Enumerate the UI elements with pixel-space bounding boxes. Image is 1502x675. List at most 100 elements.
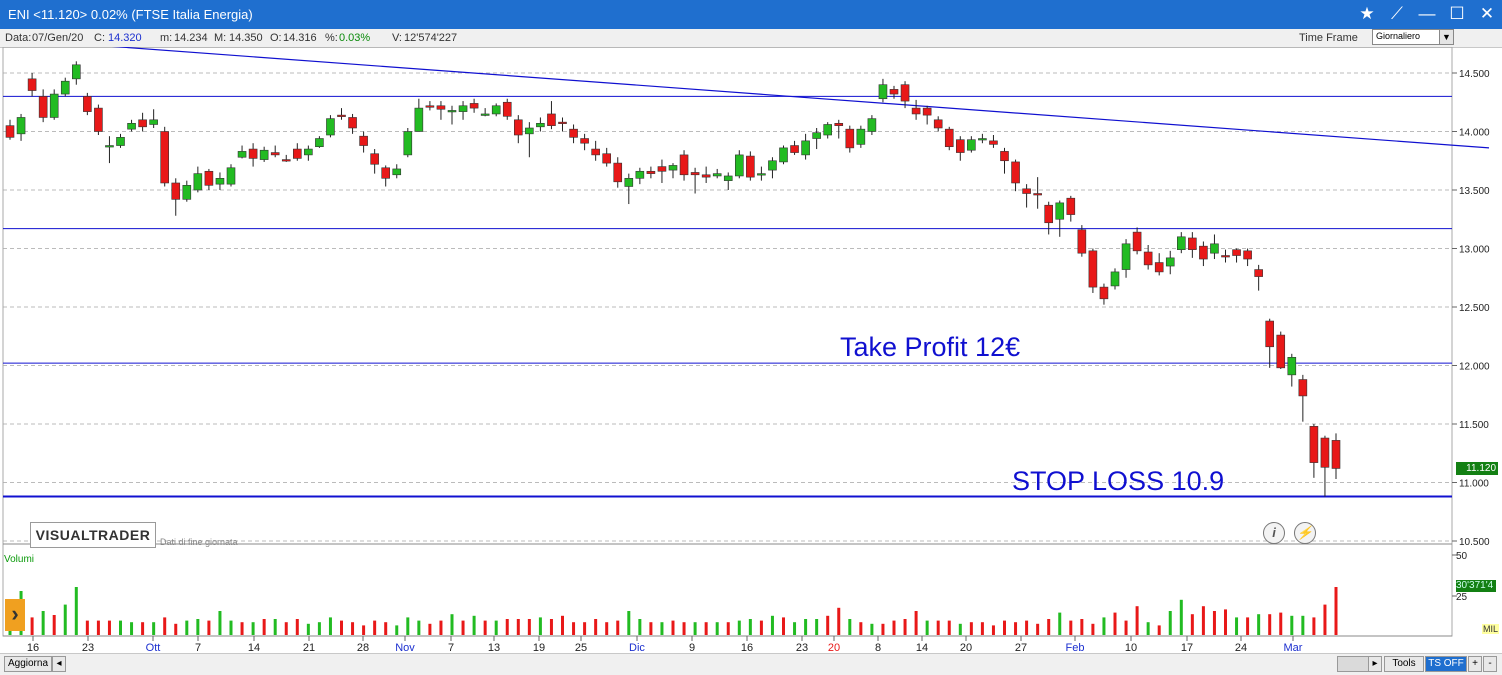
candle-body bbox=[701, 174, 711, 178]
title-bar: ENI <11.120> 0.02% (FTSE Italia Energia)… bbox=[0, 0, 1502, 29]
candle bbox=[768, 157, 777, 179]
scrollbar-thumb[interactable] bbox=[1337, 656, 1369, 672]
candle bbox=[1110, 268, 1120, 290]
candle bbox=[1143, 244, 1153, 270]
visualtrader-logo: VISUALTRADER bbox=[30, 522, 156, 548]
candle bbox=[1221, 249, 1230, 263]
candle-body bbox=[1066, 197, 1076, 215]
volume-bar bbox=[295, 619, 299, 635]
candle-body bbox=[149, 119, 158, 125]
volume-bar bbox=[174, 623, 178, 635]
volume-bar bbox=[671, 620, 675, 635]
timeframe-select[interactable]: Giornaliero ▼ bbox=[1372, 29, 1454, 45]
candle bbox=[1298, 374, 1308, 422]
volume-bar bbox=[229, 620, 233, 635]
candle-body bbox=[679, 154, 689, 176]
window-title: ENI <11.120> 0.02% (FTSE Italia Energia) bbox=[8, 7, 253, 22]
volume-bar bbox=[185, 620, 189, 635]
expand-arrow-icon[interactable]: › bbox=[5, 599, 25, 631]
candle bbox=[668, 163, 678, 179]
candle-body bbox=[1154, 262, 1164, 273]
x-tick-label: 13 bbox=[488, 642, 500, 653]
candle-body bbox=[933, 119, 943, 129]
candle bbox=[480, 108, 490, 117]
candle bbox=[38, 89, 48, 123]
candle bbox=[105, 136, 114, 164]
candle bbox=[116, 133, 125, 148]
candle-body bbox=[1188, 237, 1197, 250]
pin-icon[interactable]: ⟋ bbox=[1391, 4, 1403, 23]
candle-body bbox=[127, 123, 136, 130]
candle-body bbox=[1165, 257, 1175, 267]
candle-body bbox=[989, 140, 998, 145]
volume-axis: 50 25 bbox=[1452, 551, 1468, 603]
candle bbox=[1177, 232, 1186, 254]
candle-body bbox=[790, 145, 799, 153]
tools-button[interactable]: Tools bbox=[1384, 656, 1424, 672]
candle-body bbox=[1276, 334, 1286, 369]
volume-bar bbox=[107, 620, 111, 635]
candle bbox=[370, 149, 379, 174]
y-tick-label: 11.500 bbox=[1459, 420, 1489, 431]
volume-bar bbox=[141, 622, 145, 635]
y-tick-label: 11.000 bbox=[1459, 479, 1489, 490]
volume-bar bbox=[1179, 599, 1183, 635]
candle bbox=[679, 150, 689, 181]
volume-bar bbox=[815, 619, 819, 635]
volume-bar bbox=[1268, 614, 1272, 635]
candle-body bbox=[436, 105, 446, 110]
volume-bar bbox=[41, 611, 45, 635]
y-tick-label: 10.500 bbox=[1459, 537, 1490, 548]
candle-body bbox=[613, 162, 623, 183]
x-tick-label: 8 bbox=[875, 642, 881, 653]
candle-body bbox=[60, 80, 70, 95]
volume-value: 12'574'227 bbox=[404, 32, 458, 44]
volume-bar bbox=[991, 625, 995, 635]
candle-body bbox=[834, 123, 844, 126]
candle bbox=[911, 99, 921, 120]
candle bbox=[1331, 433, 1341, 479]
volume-bar bbox=[1102, 617, 1106, 635]
x-tick-label: 24 bbox=[1235, 642, 1247, 653]
pct-label: %: bbox=[325, 32, 338, 44]
candle-body bbox=[1265, 320, 1274, 348]
candle bbox=[1265, 318, 1274, 368]
price-chart[interactable]: 14.500 14.000 13.500 13.000 12.500 12.000 11.5… bbox=[0, 47, 1502, 653]
ts-toggle-button[interactable]: TS OFF bbox=[1425, 656, 1467, 672]
candle-body bbox=[204, 170, 214, 186]
candle bbox=[867, 115, 877, 136]
candle bbox=[712, 168, 722, 179]
maximize-icon[interactable]: ☐ bbox=[1449, 4, 1465, 23]
volume-unit: MIL bbox=[1482, 624, 1500, 634]
volume-bar bbox=[505, 619, 509, 635]
candle bbox=[5, 119, 15, 140]
candle bbox=[27, 73, 37, 97]
star-icon[interactable]: ★ bbox=[1359, 4, 1375, 23]
pct-value: 0.03% bbox=[339, 32, 371, 44]
volume-bar bbox=[262, 619, 266, 635]
candle bbox=[812, 127, 821, 150]
candle-body bbox=[602, 153, 612, 164]
candle-body bbox=[1132, 231, 1142, 252]
candle bbox=[602, 147, 612, 167]
volume-bar bbox=[892, 620, 896, 635]
candle bbox=[469, 98, 479, 113]
candle bbox=[613, 157, 623, 188]
volume-bar bbox=[439, 620, 443, 635]
scroll-left-icon[interactable]: ◂ bbox=[52, 656, 66, 672]
refresh-button[interactable]: Aggiorna bbox=[4, 656, 52, 672]
minimize-icon[interactable]: — bbox=[1418, 4, 1436, 23]
volume-bar bbox=[605, 622, 609, 635]
scroll-right-icon[interactable]: ▸ bbox=[1368, 656, 1382, 672]
close-icon[interactable]: ✕ bbox=[1479, 4, 1495, 23]
candle bbox=[591, 140, 600, 161]
candle-body bbox=[1055, 202, 1065, 220]
flash-icon[interactable]: ⚡ bbox=[1294, 522, 1316, 544]
info-icon[interactable]: i bbox=[1263, 522, 1285, 544]
zoom-in-button[interactable]: + bbox=[1468, 656, 1482, 672]
volume-bar bbox=[726, 622, 730, 635]
volume-bar bbox=[549, 619, 553, 635]
zoom-out-button[interactable]: - bbox=[1483, 656, 1497, 672]
chevron-down-icon[interactable]: ▼ bbox=[1439, 30, 1453, 44]
candle bbox=[447, 105, 457, 125]
